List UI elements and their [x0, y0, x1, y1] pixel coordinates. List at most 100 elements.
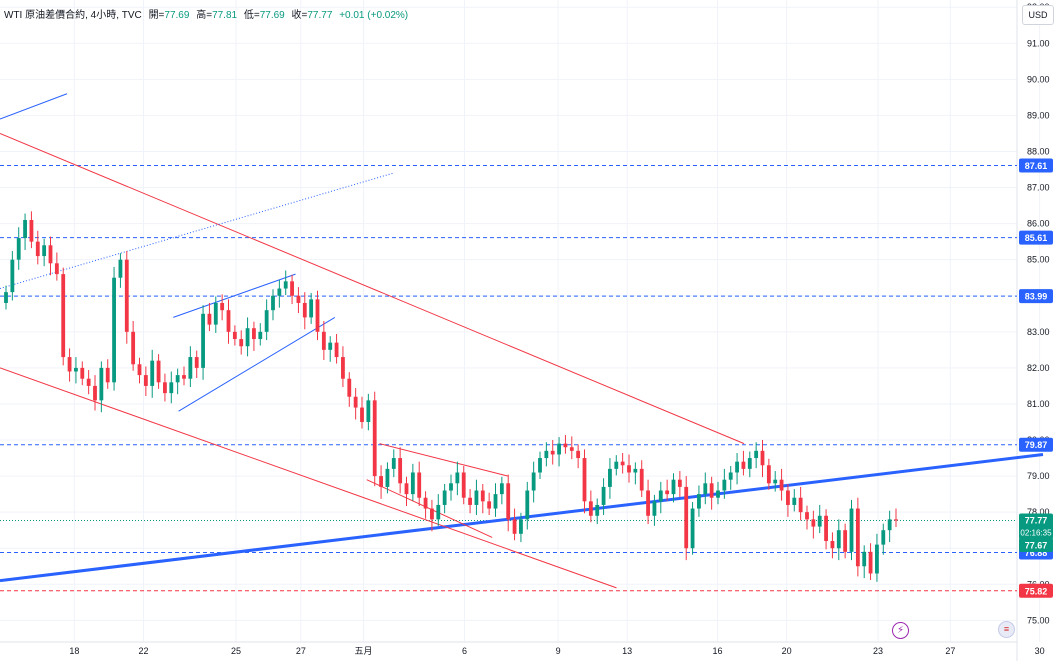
- candle: [201, 305, 205, 380]
- us-flag-icon[interactable]: ≡: [998, 621, 1015, 638]
- candle: [811, 510, 816, 539]
- candle-body: [639, 468, 644, 491]
- candle: [544, 442, 549, 467]
- candle: [760, 440, 765, 478]
- candle-body: [220, 302, 225, 311]
- x-tick-label: 五月: [355, 646, 373, 656]
- x-tick-label: 18: [69, 646, 79, 656]
- candle-body: [156, 360, 161, 383]
- candle: [493, 483, 498, 517]
- price-level-tag: [1019, 437, 1053, 452]
- candle-body: [10, 259, 15, 293]
- candle: [741, 450, 746, 476]
- candle-body: [245, 328, 250, 347]
- candle: [855, 497, 860, 577]
- candle-body: [252, 328, 256, 340]
- candle-body: [131, 331, 136, 365]
- x-tick-label: 27: [296, 646, 306, 656]
- last-price-label: 77.77: [1025, 515, 1048, 525]
- candle: [601, 478, 606, 516]
- x-tick-label: 20: [782, 646, 792, 656]
- candle-body: [620, 461, 625, 466]
- legend-high-label: 高=: [196, 10, 213, 21]
- candle: [805, 505, 809, 530]
- candle: [875, 533, 879, 582]
- candle-body: [703, 483, 708, 495]
- prev-close-tag: [1019, 538, 1053, 553]
- candle-body: [862, 551, 867, 567]
- wedge-upper-line: [173, 273, 296, 318]
- y-tick-label: 78.00: [1027, 507, 1050, 517]
- candle-body: [360, 407, 364, 422]
- candle-body: [124, 259, 129, 332]
- y-tick-label: 75.00: [1027, 615, 1050, 625]
- candle: [239, 330, 244, 355]
- currency-button[interactable]: USD: [1022, 5, 1054, 25]
- candle: [436, 494, 441, 526]
- candle: [232, 325, 237, 346]
- candle: [722, 468, 727, 499]
- candle: [137, 357, 142, 384]
- candle: [23, 213, 27, 250]
- candle-body: [328, 342, 333, 350]
- candle: [576, 444, 581, 469]
- candle-body: [385, 468, 390, 487]
- candle: [321, 321, 326, 360]
- candle: [277, 279, 282, 308]
- candle-body: [334, 342, 339, 358]
- candle-body: [23, 220, 27, 239]
- candle: [80, 361, 85, 386]
- y-tick-label: 91.00: [1027, 38, 1050, 48]
- legend-close-label: 收=: [291, 10, 308, 21]
- last-price-tag: [1019, 513, 1053, 540]
- candle: [347, 372, 352, 407]
- candle: [163, 373, 167, 402]
- candle: [569, 436, 574, 460]
- candle-body: [54, 263, 59, 275]
- legend-low-label: 低=: [243, 10, 260, 21]
- candle: [754, 442, 759, 469]
- candle-body: [512, 519, 517, 534]
- candle-body: [353, 396, 358, 408]
- lightning-icon[interactable]: ⚡: [892, 622, 909, 639]
- candle-body: [557, 443, 561, 455]
- candle-body: [99, 367, 104, 401]
- candle-body: [213, 302, 218, 325]
- legend-low: 77.69: [259, 10, 285, 21]
- candle-body: [182, 375, 186, 379]
- candle-body: [442, 490, 447, 505]
- candle-body: [175, 375, 180, 383]
- candle: [430, 499, 434, 532]
- candle-body: [74, 367, 78, 372]
- x-tick-label: 25: [231, 646, 241, 656]
- candle: [341, 346, 345, 388]
- candle: [499, 476, 504, 505]
- candle: [531, 461, 536, 503]
- x-tick-label: 6: [462, 646, 467, 656]
- candle-body: [290, 281, 294, 296]
- candle: [779, 468, 784, 501]
- candle-body: [735, 461, 739, 473]
- legend-symbol: WTI 原油差價合約, 4小時, TVC: [4, 10, 142, 21]
- candle: [410, 463, 415, 501]
- candle-body: [855, 508, 860, 567]
- candle-body: [468, 497, 472, 505]
- candle: [614, 455, 619, 476]
- candle-body: [506, 483, 511, 520]
- candle-body: [779, 479, 784, 491]
- candle-body: [35, 241, 40, 257]
- candle: [271, 289, 275, 321]
- candle: [817, 504, 822, 534]
- candle-body: [627, 465, 631, 473]
- candle: [290, 274, 294, 305]
- x-tick-label: 22: [138, 646, 148, 656]
- candle-body: [366, 400, 371, 422]
- candle-body: [766, 465, 771, 484]
- candle-body: [188, 357, 193, 379]
- candle-body: [4, 292, 8, 303]
- candle-body: [239, 339, 244, 347]
- candle-body: [372, 400, 377, 477]
- channel-lower-line: [0, 367, 617, 589]
- x-tick-label: 27: [945, 646, 955, 656]
